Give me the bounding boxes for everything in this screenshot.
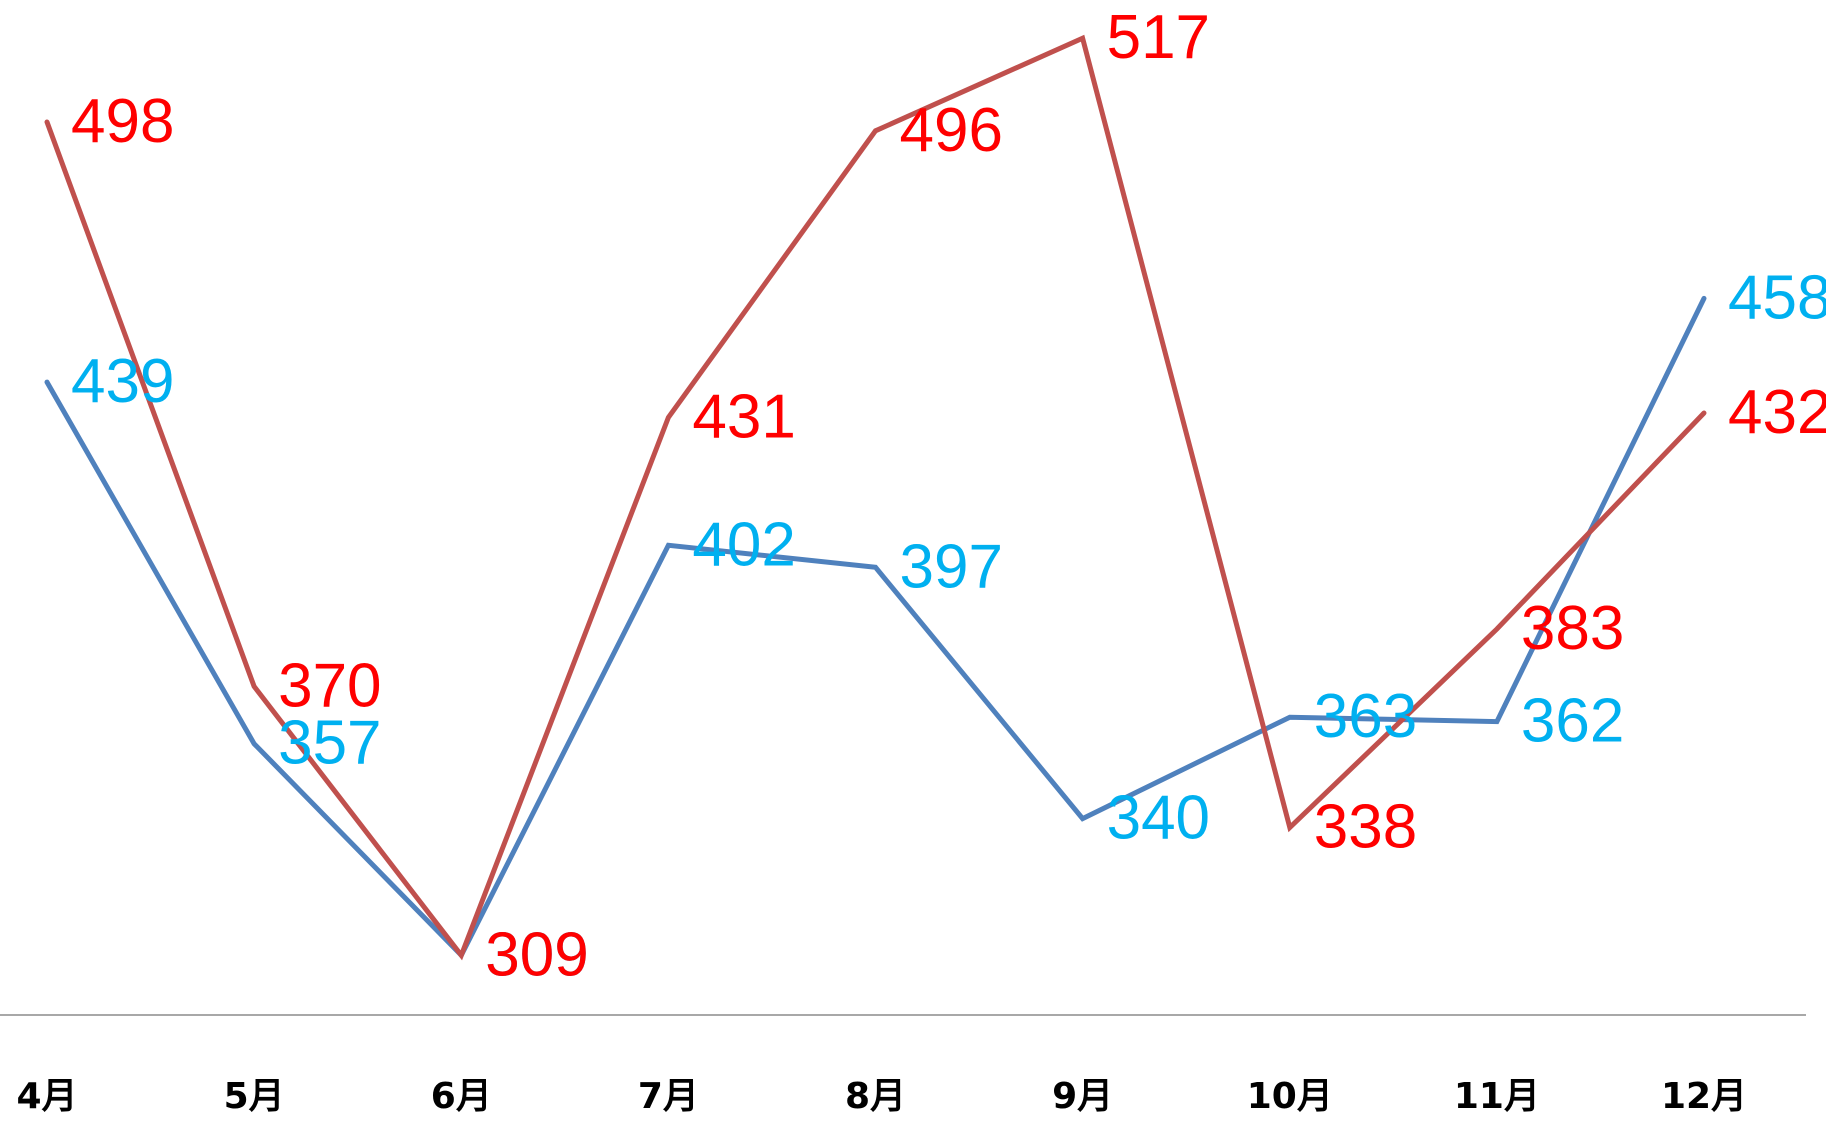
series-1-data-label: 439 <box>71 347 174 416</box>
series-1-data-label: 362 <box>1521 687 1624 756</box>
series-1-line <box>44 295 1707 960</box>
x-tick-label: 11月 <box>1454 1076 1540 1117</box>
x-tick-label: 8月 <box>845 1076 906 1117</box>
series-2-data-label: 432 <box>1728 378 1826 447</box>
x-tick-label: 12月 <box>1661 1076 1747 1117</box>
series-1-data-label: 309 <box>485 920 588 989</box>
x-tick-label: 9月 <box>1052 1076 1113 1117</box>
x-tick-label: 4月 <box>16 1076 77 1117</box>
series-1-data-label: 357 <box>278 709 381 778</box>
x-tick-label: 7月 <box>638 1076 699 1117</box>
series-2-data-label: 309 <box>485 920 588 989</box>
series-2-data-label: 498 <box>71 87 174 156</box>
x-tick-label: 6月 <box>431 1076 492 1117</box>
series-2-data-label: 517 <box>1107 3 1210 72</box>
series-2-data-label: 383 <box>1521 594 1624 663</box>
series-2-data-label: 496 <box>900 96 1003 165</box>
series-1-data-label: 397 <box>900 532 1003 601</box>
series-layer <box>44 34 1707 961</box>
x-tick-labels: 4月 5月 6月 7月 8月 9月 10月 11月 12月 <box>16 1076 1747 1117</box>
series-2-line <box>44 34 1707 961</box>
series-1-data-label: 458 <box>1728 263 1826 332</box>
series-2-data-label: 370 <box>278 651 381 720</box>
series-1-data-label: 340 <box>1107 784 1210 853</box>
series-2-data-label: 431 <box>692 382 795 451</box>
x-tick-label: 10月 <box>1247 1076 1333 1117</box>
x-tick-label: 5月 <box>224 1076 285 1117</box>
series-1-data-label: 363 <box>1314 682 1417 751</box>
series-2-data-label: 338 <box>1314 793 1417 862</box>
series-1-data-label: 402 <box>692 510 795 579</box>
